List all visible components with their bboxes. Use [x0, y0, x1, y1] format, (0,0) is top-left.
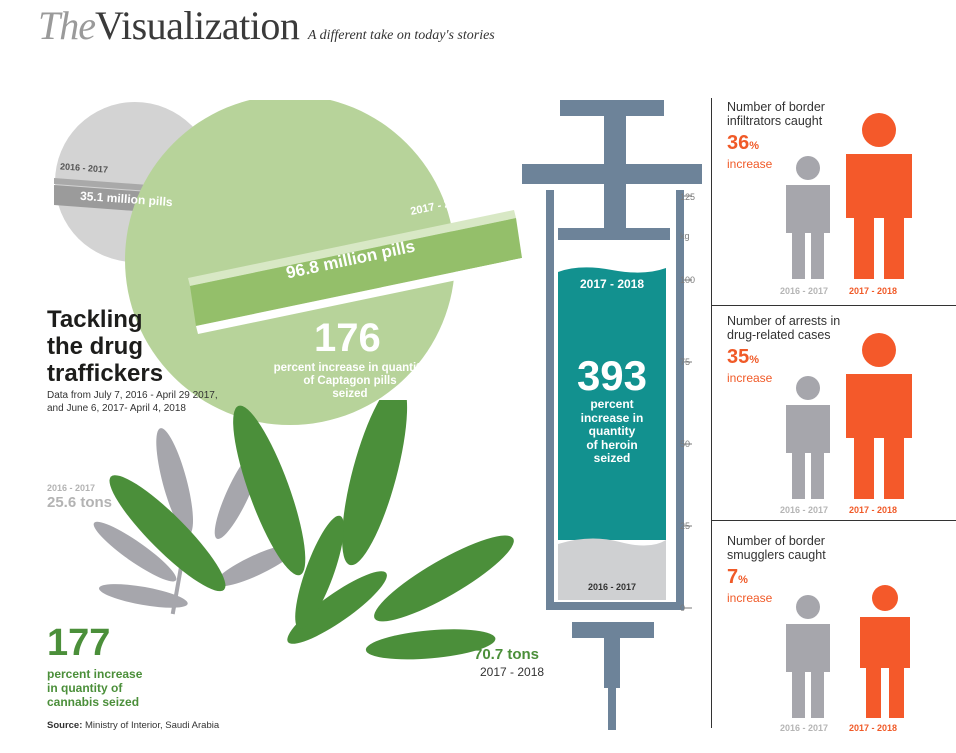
cannabis-curr-value: 70.7 tons [474, 646, 540, 663]
cannabis-prev-value: 25.6 tons [47, 494, 113, 511]
panel-pct: 36% [727, 132, 947, 157]
tick-100: 100 [680, 275, 696, 285]
panel-curr-label: 2017 - 2018 [849, 286, 898, 296]
page-title: Tackling the drug traffickers [47, 306, 163, 387]
panel-title-line: smugglers caught [727, 548, 826, 562]
person-curr [860, 585, 910, 718]
tick-125: 125 [680, 192, 696, 202]
pills-graphic [54, 100, 524, 425]
title-line: traffickers [47, 360, 164, 387]
panel-increase: increase [727, 371, 773, 385]
panel-pct-value: 36 [727, 132, 750, 154]
note-line: and June 6, 2017- April 4, 2018 [47, 403, 186, 414]
title-line: the drug [47, 333, 143, 360]
source-line: Source: Ministry of Interior, Saudi Arab… [47, 720, 219, 731]
heroin-pct-line: seized [593, 451, 631, 465]
source-label: Source: [47, 720, 83, 731]
person-prev [786, 156, 830, 279]
cannabis-pct-line: percent increase [47, 667, 143, 681]
cannabis-pct: 177 [47, 622, 111, 664]
heroin-pct-line: increase in [580, 410, 644, 425]
captagon-pct-line: percent increase in quantity [273, 362, 427, 374]
panel-title-line: Number of arrests in [727, 314, 841, 328]
source-text: Ministry of Interior, Saudi Arabia [85, 720, 220, 731]
captagon-pct-line: seized [332, 388, 368, 400]
panel-prev-label: 2016 - 2017 [780, 723, 829, 733]
heroin-pct-text: percent increase in quantity of heroin s… [558, 397, 666, 466]
person-curr [846, 333, 912, 499]
heroin-fill-curr [558, 267, 666, 540]
panel-smugglers: Number of border smugglers caught 7% inc… [727, 534, 947, 734]
captagon-pct-text: percent increase in quantity of Captagon… [245, 362, 455, 401]
panel-title: Number of arrests in drug-related cases [727, 314, 947, 342]
green-pill [125, 100, 524, 425]
panel-increase: increase [727, 591, 773, 605]
captagon-pct-line: of Captagon pills [303, 375, 397, 387]
cannabis-pct-line: in quantity of [47, 681, 123, 695]
heroin-pct: 393 [576, 352, 648, 399]
panel-arrests: Number of arrests in drug-related cases … [727, 314, 947, 514]
captagon-pct: 176 [314, 316, 381, 360]
heroin-pct-line: quantity [588, 424, 636, 438]
person-curr [846, 113, 912, 279]
cannabis-graphic [93, 400, 514, 660]
heroin-fill-prev [558, 538, 666, 600]
scale-ticks [684, 195, 692, 609]
panel-pct-value: 35 [727, 346, 750, 368]
masthead: TheVisualization A different take on tod… [38, 2, 495, 49]
heroin-pct-line: of heroin [586, 437, 638, 452]
panel-separator [711, 520, 956, 521]
panel-pct-value: 7 [727, 566, 739, 588]
panel-title: Number of border smugglers caught [727, 534, 947, 562]
brand-the: The [38, 3, 96, 48]
brand-visualization: Visualization [95, 3, 300, 48]
tick-25: 25 [680, 521, 691, 531]
panel-separator [711, 305, 956, 306]
right-panels-divider [711, 98, 712, 728]
panel-prev-label: 2016 - 2017 [780, 286, 829, 296]
tick-50: 50 [680, 439, 691, 449]
panel-pct: 35% [727, 346, 947, 371]
panel-pct: 7% [727, 566, 947, 591]
tick-0: 0 [680, 603, 686, 613]
panel-title-line: drug-related cases [727, 328, 831, 342]
panel-title-line: infiltrators caught [727, 114, 823, 128]
syringe-graphic [522, 100, 702, 730]
panel-title-line: Number of border [727, 100, 825, 114]
green-leaf [109, 400, 514, 660]
tagline: A different take on today's stories [307, 28, 495, 43]
panel-curr-label: 2017 - 2018 [849, 505, 898, 515]
panel-pct-sign: % [738, 574, 748, 586]
heroin-pct-line: percent [590, 397, 634, 411]
person-prev [786, 595, 830, 718]
data-note: Data from July 7, 2016 - April 29 2017, … [47, 389, 218, 415]
panel-curr-label: 2017 - 2018 [849, 723, 898, 733]
panel-increase: increase [727, 157, 773, 171]
tick-unit: kg [680, 231, 690, 241]
person-prev [786, 376, 830, 499]
cannabis-pct-text: percent increase in quantity of cannabis… [47, 667, 142, 709]
note-line: Data from July 7, 2016 - April 29 2017, [47, 390, 218, 401]
cannabis-pct-line: cannabis seized [47, 695, 140, 709]
panel-infiltrators: Number of border infiltrators caught 36%… [727, 100, 947, 300]
panel-prev-label: 2016 - 2017 [780, 505, 829, 515]
panel-pct-sign: % [749, 140, 760, 152]
cannabis-prev-period: 2016 - 2017 [47, 483, 96, 493]
heroin-prev-period: 2016 - 2017 [587, 582, 637, 592]
panel-title: Number of border infiltrators caught [727, 100, 947, 128]
cannabis-curr-period: 2017 - 2018 [480, 665, 545, 679]
heroin-curr-period: 2017 - 2018 [579, 277, 645, 291]
panel-title-line: Number of border [727, 534, 825, 548]
tick-75: 75 [680, 357, 691, 367]
title-line: Tackling [47, 306, 143, 333]
panel-pct-sign: % [749, 354, 760, 366]
syringe-body [522, 100, 702, 730]
